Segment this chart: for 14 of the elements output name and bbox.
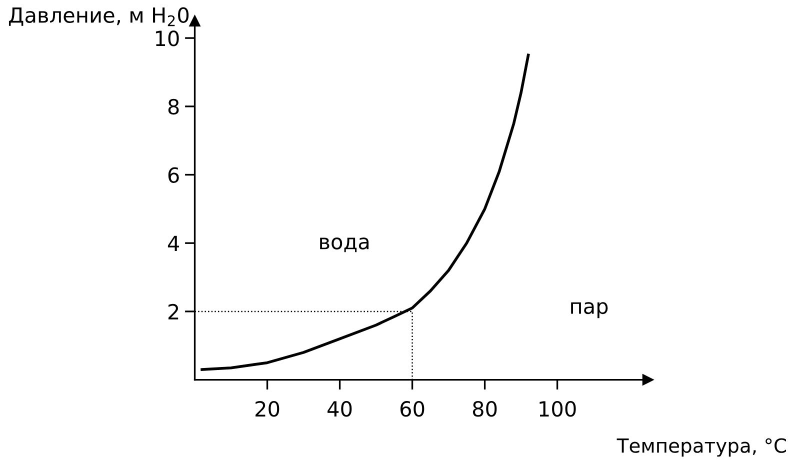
y-axis-title: Давление, м H$_{2}$0	[8, 7, 189, 26]
x-tick-label: 60	[400, 400, 424, 417]
x-tick-label: 100	[540, 400, 576, 417]
x-tick-label: 20	[256, 400, 280, 417]
y-tick-label: 10	[156, 30, 179, 46]
y-tick-label: 8	[168, 98, 179, 115]
x-tick-label: 80	[472, 400, 497, 417]
y-tick-label: 6	[168, 167, 179, 183]
annotation: вода	[320, 238, 369, 252]
x-axis-title: Температура, °C	[616, 438, 786, 457]
y-tick-label: 2	[168, 304, 178, 320]
y-tick-label: 4	[168, 236, 180, 252]
annotation: пар	[571, 302, 608, 318]
x-tick-label: 40	[328, 400, 352, 417]
